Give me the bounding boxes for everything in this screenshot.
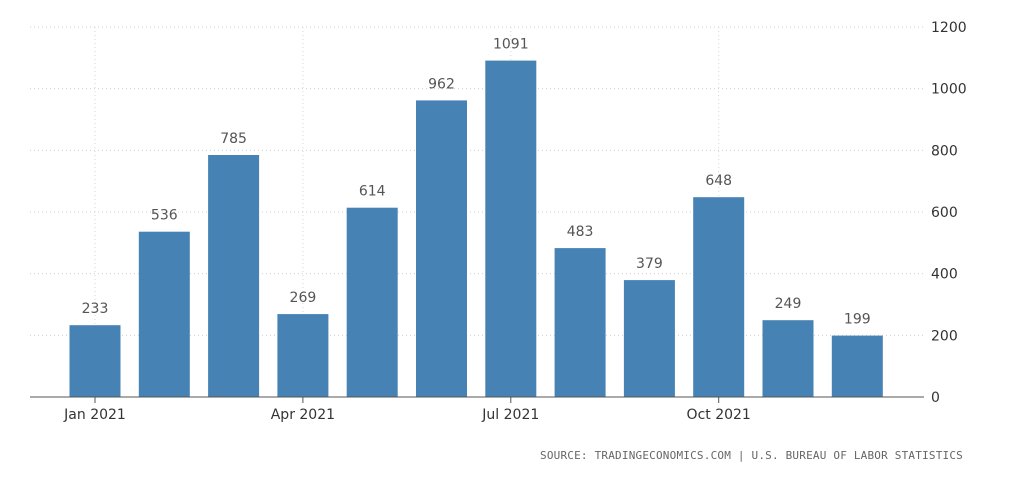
bar <box>69 325 121 397</box>
y-tick-label: 1000 <box>931 82 967 98</box>
data-label: 785 <box>220 131 247 147</box>
y-tick-label: 600 <box>931 205 958 221</box>
y-tick-label: 0 <box>931 390 940 406</box>
data-label: 233 <box>82 301 109 317</box>
x-tick-label: Jul 2021 <box>481 407 539 423</box>
y-tick-label: 1200 <box>931 20 967 36</box>
y-axis-ticks: 0 200 400 600 800 1000 1200 <box>931 20 967 406</box>
data-labels: 233 536 785 269 614 962 1091 483 379 648 249 199 <box>82 37 871 328</box>
data-label: 648 <box>705 173 732 189</box>
source-note: SOURCE: TRADINGECONOMICS.COM | U.S. BURE… <box>540 449 963 462</box>
bar <box>208 155 260 397</box>
y-tick-label: 400 <box>931 267 958 283</box>
data-label: 962 <box>428 76 455 92</box>
data-label: 536 <box>151 208 178 224</box>
x-tick-label: Apr 2021 <box>271 407 335 423</box>
y-tick-label: 800 <box>931 143 958 159</box>
bar <box>554 248 606 397</box>
bar <box>138 231 190 397</box>
bar <box>277 314 329 397</box>
bar <box>831 335 883 397</box>
data-label: 379 <box>636 256 663 272</box>
bar <box>416 100 467 398</box>
data-label: 1091 <box>493 37 529 53</box>
bar <box>693 197 745 397</box>
data-label: 249 <box>775 296 802 312</box>
x-tick-label: Oct 2021 <box>687 407 751 423</box>
x-tick-label: Jan 2021 <box>63 407 126 423</box>
bar <box>623 280 675 397</box>
y-tick-label: 200 <box>931 328 958 344</box>
bars <box>69 60 883 398</box>
x-axis-ticks: Jan 2021 Apr 2021 Jul 2021 Oct 2021 <box>63 397 751 423</box>
data-label: 269 <box>290 290 317 306</box>
data-label: 614 <box>359 184 386 200</box>
data-label: 483 <box>567 224 594 240</box>
bar <box>346 207 398 397</box>
bar-chart: 233 536 785 269 614 962 1091 483 379 648 249 199 0 2… <box>30 20 967 423</box>
bar <box>485 60 537 397</box>
bar <box>762 320 814 397</box>
data-label: 199 <box>844 312 871 328</box>
